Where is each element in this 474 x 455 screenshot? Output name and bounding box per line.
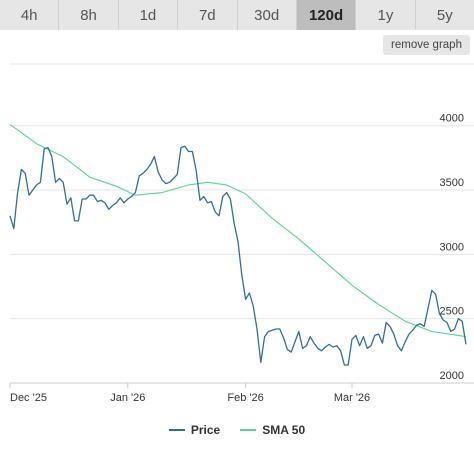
x-tick-label: Jan '26 bbox=[110, 392, 145, 404]
tab-8h[interactable]: 8h bbox=[59, 0, 119, 30]
tab-5y[interactable]: 5y bbox=[415, 0, 474, 30]
y-tick-label: 4000 bbox=[440, 113, 464, 125]
legend-label: SMA 50 bbox=[262, 423, 306, 437]
x-tick-label: Feb '26 bbox=[227, 392, 263, 404]
tab-7d[interactable]: 7d bbox=[178, 0, 238, 30]
price-chart: 2000 2500 3000 3500 4000 Dec '25 Jan '26 Feb '2… bbox=[9, 63, 474, 404]
timeframe-tabs: 4h 8h 1d 7d 30d 120d 1y 5y bbox=[0, 0, 474, 30]
tab-1d[interactable]: 1d bbox=[118, 0, 179, 30]
legend-swatch bbox=[168, 429, 185, 431]
legend-label: Price bbox=[190, 423, 221, 437]
tab-30d[interactable]: 30d bbox=[237, 0, 297, 30]
legend-swatch bbox=[240, 429, 257, 431]
legend-item-sma-50[interactable]: SMA 50 bbox=[240, 423, 305, 437]
legend-item-price[interactable]: Price bbox=[168, 423, 221, 437]
x-tick-label: Dec '25 bbox=[10, 392, 47, 404]
series-line-price bbox=[9, 145, 467, 366]
tab-1y[interactable]: 1y bbox=[356, 0, 416, 30]
series-line-sma-50 bbox=[9, 123, 467, 338]
y-tick-label: 3500 bbox=[440, 177, 464, 189]
y-tick-label: 2000 bbox=[440, 370, 464, 382]
tab-120d[interactable]: 120d bbox=[296, 0, 357, 30]
y-tick-label: 2500 bbox=[440, 306, 464, 318]
y-tick-label: 3000 bbox=[440, 241, 464, 253]
chart-legend: Price SMA 50 bbox=[0, 421, 474, 439]
tab-4h[interactable]: 4h bbox=[0, 0, 60, 30]
x-tick-label: Mar '26 bbox=[334, 392, 370, 404]
remove-graph-button[interactable]: remove graph bbox=[383, 35, 470, 55]
